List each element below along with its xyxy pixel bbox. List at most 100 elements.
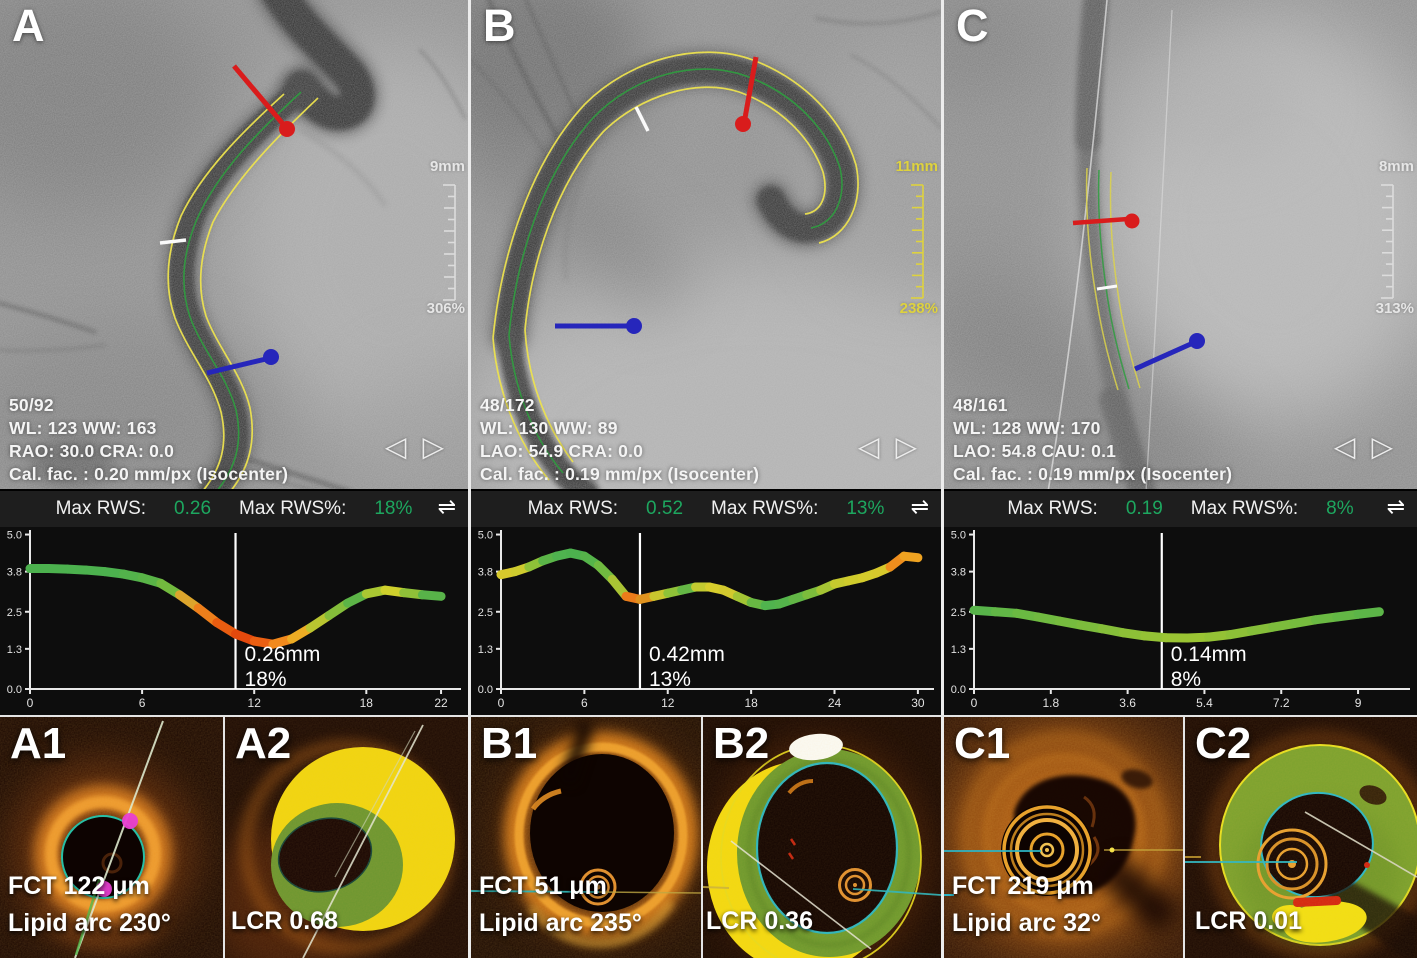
next-frame-icon[interactable]: ▷ — [422, 431, 444, 462]
prev-frame-icon[interactable]: ◁ — [1333, 431, 1356, 462]
rws-header-b: Max RWS: 0.52 Max RWS%: 13% ⇌ — [471, 491, 941, 527]
gantry-angle: RAO: 30.0 CRA: 0.0 — [9, 441, 175, 461]
frame-counter: 48/161 — [953, 395, 1008, 415]
svg-text:9: 9 — [1355, 696, 1362, 710]
marker-diameter-label: 0.42mm — [649, 643, 725, 666]
distal-marker-blue-c[interactable] — [1133, 333, 1205, 372]
proximal-marker-red-b[interactable] — [735, 56, 759, 132]
max-rws-pct-label: Max RWS%: — [711, 498, 819, 519]
fct-measure-line — [74, 720, 164, 958]
svg-text:3.8: 3.8 — [951, 567, 966, 579]
svg-text:12: 12 — [248, 696, 262, 710]
oct-measurements-c2: LCR 0.01 — [1195, 903, 1302, 940]
oct-panel-c2: C2 LCR 0.01 — [1185, 717, 1417, 958]
max-rws-pct-label: Max RWS%: — [239, 498, 347, 519]
window-level: WL: 130 WW: 89 — [480, 418, 618, 438]
oct-sublabel-b1: B1 — [481, 719, 538, 768]
svg-text:6: 6 — [581, 696, 588, 710]
window-level: WL: 123 WW: 163 — [9, 418, 157, 438]
fct-value: FCT 51 μm — [479, 872, 607, 900]
oct-measurements-c1: FCT 219 μm Lipid arc 32° — [952, 868, 1101, 942]
subpanel-divider — [223, 717, 225, 958]
fct-value: FCT 219 μm — [952, 872, 1094, 900]
max-rws-pct-label: Max RWS%: — [1190, 498, 1299, 519]
svg-text:1.3: 1.3 — [951, 644, 966, 656]
frame-counter: 48/172 — [480, 395, 535, 415]
oct-sublabel-b2: B2 — [713, 719, 770, 768]
ruler-zoom-label: 238% — [899, 300, 938, 317]
oct-image-c1 — [944, 717, 1183, 958]
prev-frame-icon[interactable]: ◁ — [857, 431, 880, 462]
marker-diameter-label: 0.14mm — [1171, 643, 1247, 666]
scale-ruler-a — [443, 184, 456, 301]
svg-text:0.0: 0.0 — [478, 684, 493, 696]
angiogram-panel-a: A 9mm 306% 50/92 WL: 123 WW: 163 RAO: 30… — [0, 0, 468, 489]
oct-panel-b1: B1 FCT 51 μm Lipid arc 235° — [471, 717, 701, 958]
svg-text:30: 30 — [911, 696, 925, 710]
scale-ruler-c — [1381, 184, 1394, 299]
calibration-factor: Cal. fac. : 0.19 mm/px (Isocenter) — [480, 464, 760, 484]
svg-text:22: 22 — [434, 696, 448, 710]
acquisition-info-c: 48/161 WL: 128 WW: 170 LAO: 54.8 CAU: 0.… — [953, 394, 1232, 486]
oct-image-a2 — [225, 717, 468, 958]
svg-text:0: 0 — [498, 696, 505, 710]
next-frame-icon[interactable]: ▷ — [895, 431, 917, 462]
gantry-angle: LAO: 54.9 CRA: 0.0 — [480, 441, 644, 461]
prev-frame-icon[interactable]: ◁ — [384, 431, 407, 462]
swap-axes-icon[interactable]: ⇌ — [910, 494, 929, 519]
gantry-angle: LAO: 54.8 CAU: 0.1 — [953, 441, 1117, 461]
svg-text:0: 0 — [27, 696, 34, 710]
ruler-length-label: 11mm — [895, 158, 938, 175]
proximal-marker-red-c[interactable] — [1072, 213, 1140, 229]
panel-label-a: A — [12, 0, 45, 51]
svg-text:0.0: 0.0 — [951, 684, 966, 696]
oct-panel-b2: B2 LCR 0.36 — [703, 717, 941, 958]
window-level: WL: 128 WW: 170 — [953, 418, 1101, 438]
distal-marker-blue-b[interactable] — [555, 318, 642, 334]
max-rws-pct-value: 8% — [1326, 498, 1354, 519]
imaging-catheter — [1001, 804, 1093, 896]
strain-curve-segment — [899, 551, 923, 563]
svg-text:0.0: 0.0 — [7, 684, 22, 696]
mla-marker-b — [634, 106, 650, 132]
oct-measurements-b1: FCT 51 μm Lipid arc 235° — [479, 868, 642, 942]
mla-marker-a — [159, 238, 187, 245]
rws-header-c: Max RWS: 0.19 Max RWS%: 8% ⇌ — [944, 491, 1417, 527]
svg-text:24: 24 — [828, 696, 842, 710]
acquisition-info-b: 48/172 WL: 130 WW: 89 LAO: 54.9 CRA: 0.0… — [480, 394, 759, 486]
ruler-length-label: 9mm — [429, 158, 465, 175]
max-rws-pct-value: 18% — [374, 498, 413, 519]
rws-panel-a: Max RWS: 0.26 Max RWS%: 18% ⇌ 0.0 1.3 2.5 3… — [0, 491, 468, 715]
oct-measurements-b2: LCR 0.36 — [706, 903, 813, 940]
oct-sublabel-a2: A2 — [235, 719, 292, 768]
svg-text:1.8: 1.8 — [1042, 696, 1059, 710]
vessel-contour-b — [492, 51, 859, 481]
scale-ruler-b — [911, 184, 924, 299]
swap-axes-icon[interactable]: ⇌ — [437, 494, 456, 519]
oct-panel-a2: A2 LCR 0.68 — [225, 717, 468, 958]
lipid-arc-value: Lipid arc 32° — [952, 909, 1101, 937]
distal-marker-blue-a[interactable] — [206, 349, 279, 376]
lipid-arc-value: Lipid arc 235° — [479, 909, 642, 937]
marker-percent-label: 13% — [649, 668, 691, 691]
swap-axes-icon[interactable]: ⇌ — [1386, 494, 1405, 519]
max-rws-value: 0.26 — [174, 498, 212, 519]
angiogram-panel-b: B 11mm 238% 48/172 WL: 130 WW: 89 LAO: 5… — [471, 0, 941, 489]
oct-image-c2 — [1185, 717, 1417, 958]
svg-text:0: 0 — [971, 696, 978, 710]
svg-text:7.2: 7.2 — [1273, 696, 1290, 710]
lcr-value: LCR 0.01 — [1195, 907, 1302, 935]
angiogram-image-c — [944, 0, 1417, 489]
oct-measurements-a1: FCT 122 μm Lipid arc 230° — [8, 868, 171, 942]
next-frame-icon[interactable]: ▷ — [1371, 431, 1393, 462]
vessel-contour-c — [1085, 167, 1141, 391]
oct-image-b1 — [471, 717, 701, 958]
svg-text:12: 12 — [661, 696, 675, 710]
svg-text:1.3: 1.3 — [7, 644, 22, 656]
proximal-marker-red-a[interactable] — [232, 64, 295, 137]
angiogram-panel-c: C 8mm 313% 48/161 WL: 128 WW: 170 LAO: 5… — [944, 0, 1417, 489]
